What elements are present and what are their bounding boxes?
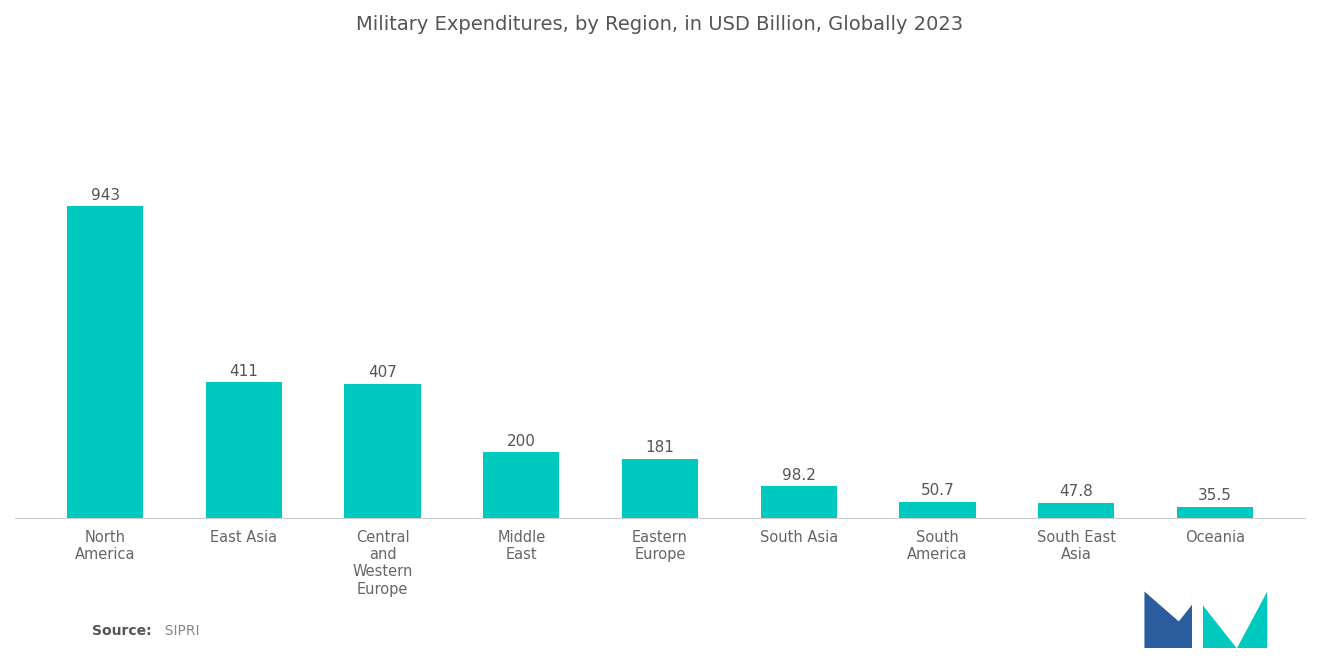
Text: 50.7: 50.7	[920, 483, 954, 498]
Bar	[760, 486, 837, 519]
Polygon shape	[1192, 592, 1267, 648]
Bar	[1176, 507, 1253, 519]
Title: Military Expenditures, by Region, in USD Billion, Globally 2023: Military Expenditures, by Region, in USD…	[356, 15, 964, 34]
Bar	[67, 206, 144, 519]
Text: 35.5: 35.5	[1199, 488, 1232, 503]
Text: 407: 407	[368, 366, 397, 380]
Bar	[483, 452, 560, 519]
Polygon shape	[1144, 592, 1203, 648]
Text: 943: 943	[91, 188, 120, 203]
Bar	[899, 501, 975, 519]
Text: 98.2: 98.2	[781, 467, 816, 483]
Bar	[345, 384, 421, 519]
Bar	[206, 382, 282, 519]
Bar	[622, 459, 698, 519]
Text: 47.8: 47.8	[1059, 484, 1093, 499]
Text: SIPRI: SIPRI	[156, 624, 199, 638]
Text: 200: 200	[507, 434, 536, 449]
Text: 181: 181	[645, 440, 675, 456]
Bar	[1038, 503, 1114, 519]
Polygon shape	[1192, 592, 1203, 648]
Text: Source:: Source:	[92, 624, 152, 638]
Text: 411: 411	[230, 364, 259, 379]
